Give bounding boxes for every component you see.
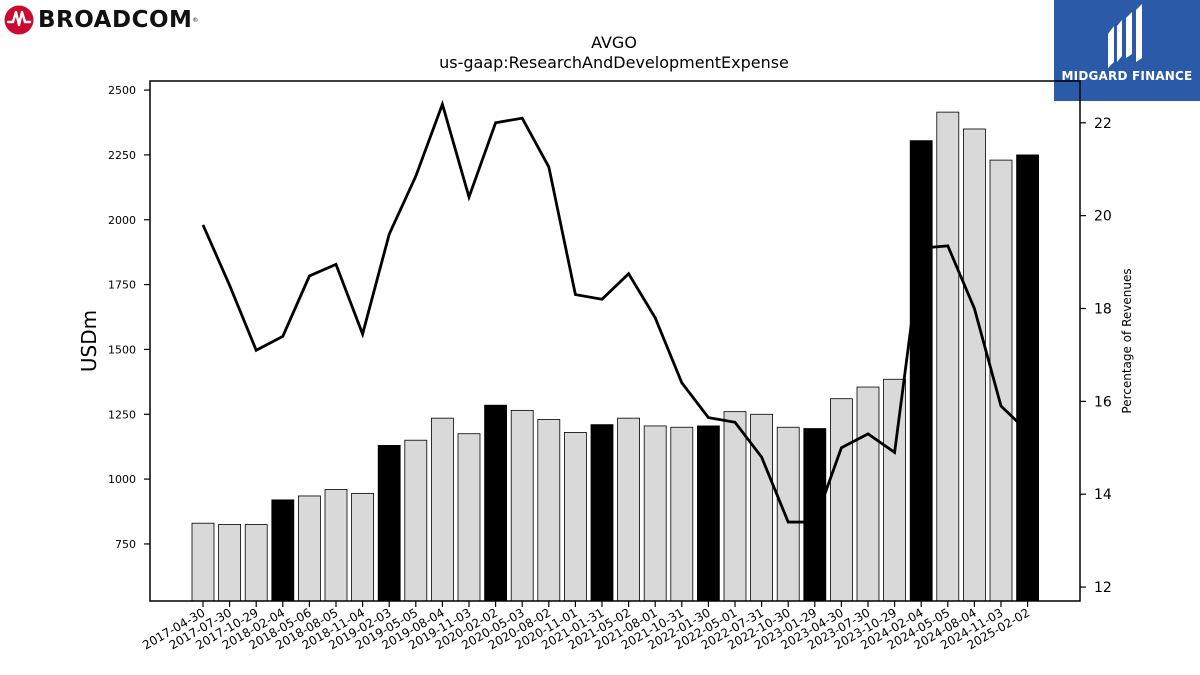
bar-2021-05-02 [617,417,640,602]
chart-subtitle: us-gaap:ResearchAndDevelopmentExpense [439,53,789,72]
y2-tick-label: 12 [1094,580,1112,596]
broadcom-logo-icon [4,5,34,35]
bar-2019-11-03 [457,433,481,602]
y2-tick-label: 22 [1094,116,1112,132]
bar-2018-11-04 [351,492,375,602]
broadcom-logo-text: BROADCOM [38,7,193,33]
bar-2020-11-01 [564,432,587,602]
bar-2017-04-30 [191,522,215,602]
bar-2025-02-02 [1016,154,1039,602]
plot-frame [149,80,1081,602]
y2-tick-label: 18 [1094,302,1112,318]
bar-2021-08-01 [643,425,667,602]
y-tick-label: 2500 [108,84,136,97]
y-tick-label: 1250 [108,408,136,421]
axes-layer: 750 1000 1250 1500 1750 2000 2250 2500 12 14 16 18 2… [108,80,1112,652]
bar-2023-01-29 [803,428,827,602]
bar-2020-02-02 [484,404,508,602]
bar-2024-05-05 [936,111,960,602]
bar-2024-02-04 [909,140,933,602]
bar-2020-05-03 [510,409,534,602]
broadcom-logo: BROADCOM ® [4,4,198,36]
bar-2018-05-06 [297,495,321,602]
bar-2019-08-04 [430,417,454,602]
y-axis-label: USDm [77,310,101,372]
bar-2023-04-30 [830,398,853,602]
bar-2021-10-31 [670,426,694,602]
bar-2019-02-03 [377,444,401,602]
y-tick-label: 1750 [108,279,136,292]
y2-tick-label: 16 [1094,394,1112,410]
line-layer [201,99,1029,524]
bar-2017-07-30 [218,524,242,602]
bar-2020-08-02 [537,419,561,602]
y2-tick-label: 14 [1094,487,1112,503]
bar-2022-10-30 [776,426,800,602]
publisher-name: MIDGARD FINANCE [1061,69,1193,83]
bars-layer [191,111,1039,602]
bar-2022-01-30 [697,425,720,602]
bar-2023-10-29 [883,378,906,602]
y-tick-label: 1000 [108,473,136,486]
bar-2019-05-05 [404,439,428,602]
midgard-finance-badge: MIDGARD FINANCE [1054,0,1200,101]
bar-2023-07-30 [856,386,880,602]
y2-axis-label: Percentage of Revenues [1120,268,1134,413]
bar-2024-08-04 [963,128,986,602]
y-tick-label: 750 [115,538,136,551]
chart-title: AVGO [591,33,637,52]
y-tick-label: 2250 [108,149,136,162]
bar-2018-02-04 [271,499,295,602]
bar-2022-05-01 [723,411,747,602]
bar-2017-10-29 [244,524,268,602]
y-tick-label: 1500 [108,343,136,356]
y2-tick-label: 20 [1094,209,1112,225]
registered-mark: ® [192,16,199,24]
bar-2021-01-31 [590,424,614,602]
midgard-logo-icon [1108,4,1142,68]
percent-of-revenue-line [201,99,1029,524]
y-tick-label: 2000 [108,214,136,227]
bar-2018-08-05 [324,489,348,602]
bar-2022-07-31 [750,413,773,602]
